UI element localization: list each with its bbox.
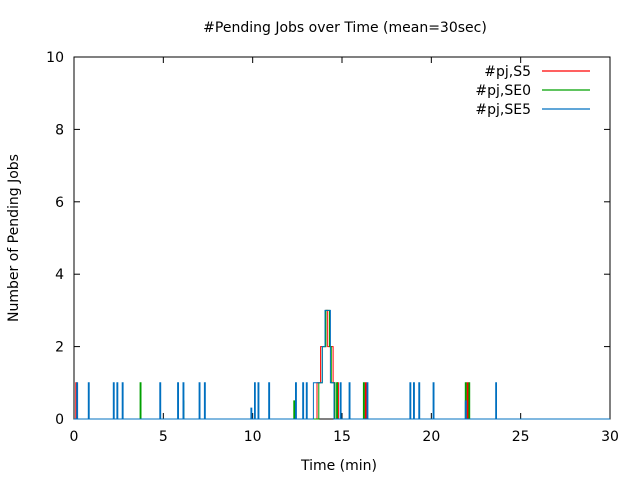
chart-title: #Pending Jobs over Time (mean=30sec) bbox=[203, 20, 487, 36]
y-tick-label: 10 bbox=[46, 50, 64, 66]
series-line-0 bbox=[74, 309, 610, 420]
series-lines bbox=[74, 309, 610, 420]
x-tick-label: 10 bbox=[244, 429, 262, 445]
x-tick-label: 0 bbox=[70, 429, 79, 445]
axis-ticks: 0 5 10 15 20 25 30 0 2 4 6 8 10 bbox=[46, 50, 619, 445]
x-axis-label: Time (min) bbox=[300, 458, 377, 474]
y-axis-label: Number of Pending Jobs bbox=[6, 154, 22, 322]
legend: #pj,S5 #pj,SE0 #pj,SE5 bbox=[475, 64, 590, 118]
x-tick-label: 5 bbox=[159, 429, 168, 445]
series-line-2 bbox=[74, 309, 610, 420]
y-tick-label: 6 bbox=[55, 195, 64, 211]
legend-label-0: #pj,S5 bbox=[484, 64, 531, 80]
x-tick-label: 20 bbox=[422, 429, 440, 445]
y-tick-label: 8 bbox=[55, 122, 64, 138]
legend-label-1: #pj,SE0 bbox=[475, 83, 531, 99]
x-tick-label: 30 bbox=[601, 429, 619, 445]
series-line-1 bbox=[74, 309, 610, 420]
y-tick-label: 4 bbox=[55, 267, 64, 283]
y-tick-label: 2 bbox=[55, 340, 64, 356]
y-tick-label: 0 bbox=[55, 412, 64, 428]
x-tick-label: 25 bbox=[512, 429, 530, 445]
legend-label-2: #pj,SE5 bbox=[475, 102, 531, 118]
x-tick-label: 15 bbox=[333, 429, 351, 445]
